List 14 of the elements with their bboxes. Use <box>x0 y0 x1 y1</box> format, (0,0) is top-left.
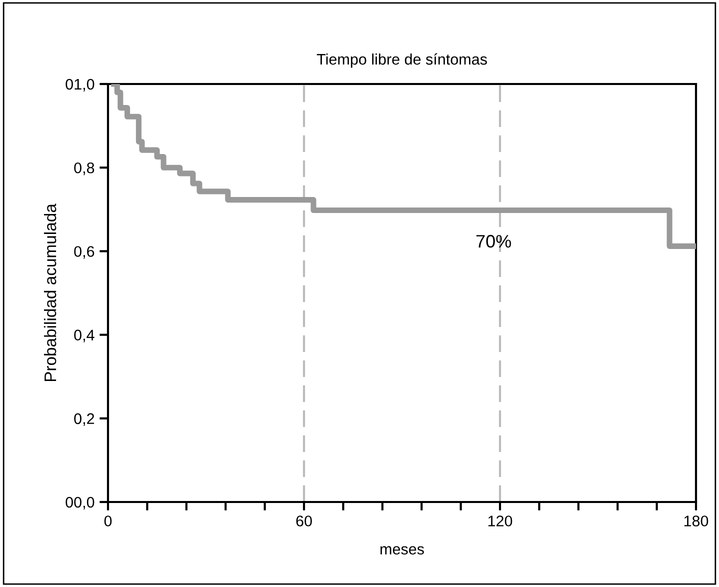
y-axis-title: Probabilidad acumulada <box>44 204 56 382</box>
annotation: 70% <box>476 234 511 248</box>
y-tick-label: 0,2 <box>74 413 94 426</box>
x-tick-label: 180 <box>684 516 708 526</box>
y-tick-label: 01,0 <box>66 78 94 92</box>
chart-title: Tiempo libre de síntomas <box>316 53 487 68</box>
x-tick-label: 60 <box>296 516 312 526</box>
x-axis-title: meses <box>380 546 424 555</box>
y-tick-label: 0,4 <box>74 330 94 342</box>
x-tick-label: 0 <box>104 516 112 526</box>
y-tick-label: 0,8 <box>74 162 94 176</box>
y-tick-label: 00,0 <box>66 496 94 510</box>
y-tick-label: 0,6 <box>74 246 94 259</box>
x-tick-label: 120 <box>488 516 512 526</box>
